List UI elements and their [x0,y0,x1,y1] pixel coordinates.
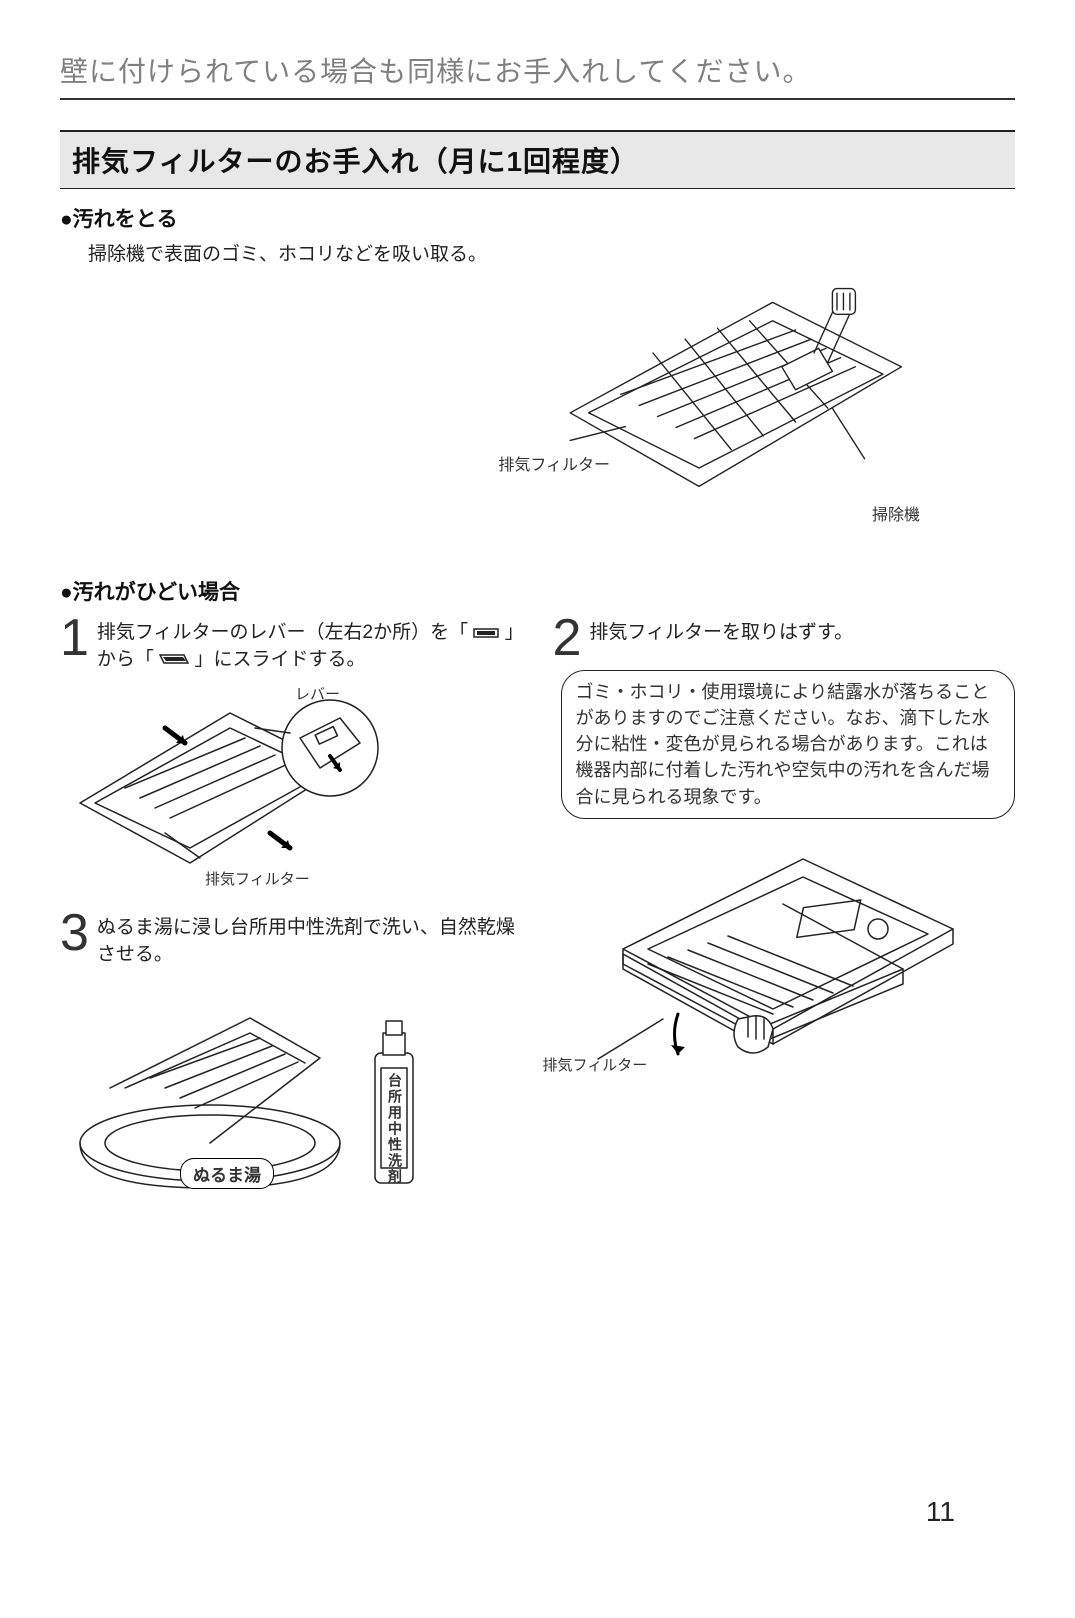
vacuum-diagram-area: 排気フィルター 掃除機 [60,276,1015,556]
left-column: 1 排気フィルターのレバー（左右2か所）を「 」から「 」にスライドする。 [60,616,523,1208]
section-header: 排気フィルターのお手入れ（月に1回程度） [60,130,1015,189]
step-2-number: 2 [553,616,582,660]
step-1-text-c: 」にスライドする。 [195,649,366,670]
lukewarm-water-label: ぬるま湯 [180,1158,274,1189]
step-1-text-a: 排気フィルターのレバー（左右2か所）を「 [97,622,468,643]
step-3-text: ぬるま湯に浸し台所用中性洗剤で洗い、自然乾燥させる。 [97,911,523,968]
exhaust-filter-label-3: 排気フィルター [543,1054,648,1075]
step-3-figure: ぬるま湯 台所用中性洗剤 [60,978,523,1208]
right-column: 2 排気フィルターを取りはずす。 ゴミ・ホコリ・使用環境により結露水が落ちること… [553,616,1016,1208]
vacuum-illustration [515,216,975,536]
heavy-dirt-heading: ●汚れがひどい場合 [60,576,1015,606]
lock-closed-icon [473,624,499,640]
top-note: 壁に付けられている場合も同様にお手入れしてください。 [60,50,1015,90]
exhaust-filter-label-2: 排気フィルター [205,868,310,889]
steps-columns: 1 排気フィルターのレバー（左右2か所）を「 」から「 」にスライドする。 [60,616,1015,1208]
step-1: 1 排気フィルターのレバー（左右2か所）を「 」から「 」にスライドする。 [60,616,523,673]
remove-filter-illustration [553,849,973,1129]
section-title: 排気フィルターのお手入れ（月に1回程度） [72,146,639,177]
detergent-label: 台所用中性洗剤 [385,1073,405,1185]
exhaust-filter-label-1: 排気フィルター [498,451,610,475]
lever-label: レバー [295,683,340,704]
step-1-figure: レバー 排気フィルター [60,683,523,893]
vacuum-label: 掃除機 [872,501,920,525]
step-3: 3 ぬるま湯に浸し台所用中性洗剤で洗い、自然乾燥させる。 [60,911,523,968]
lock-open-icon [159,650,189,668]
horizontal-rule [60,98,1015,100]
page-number: 11 [926,1496,955,1528]
lever-illustration [60,683,400,893]
step-3-number: 3 [60,911,89,955]
step-1-number: 1 [60,616,89,660]
step-2-text: 排気フィルターを取りはずす。 [589,616,853,647]
step-1-text: 排気フィルターのレバー（左右2か所）を「 」から「 」にスライドする。 [97,616,523,673]
step-2: 2 排気フィルターを取りはずす。 [553,616,1016,660]
step-2-note: ゴミ・ホコリ・使用環境により結露水が落ちることがありますのでご注意ください。なお… [561,670,1016,818]
step-2-figure: 排気フィルター [553,849,1016,1129]
